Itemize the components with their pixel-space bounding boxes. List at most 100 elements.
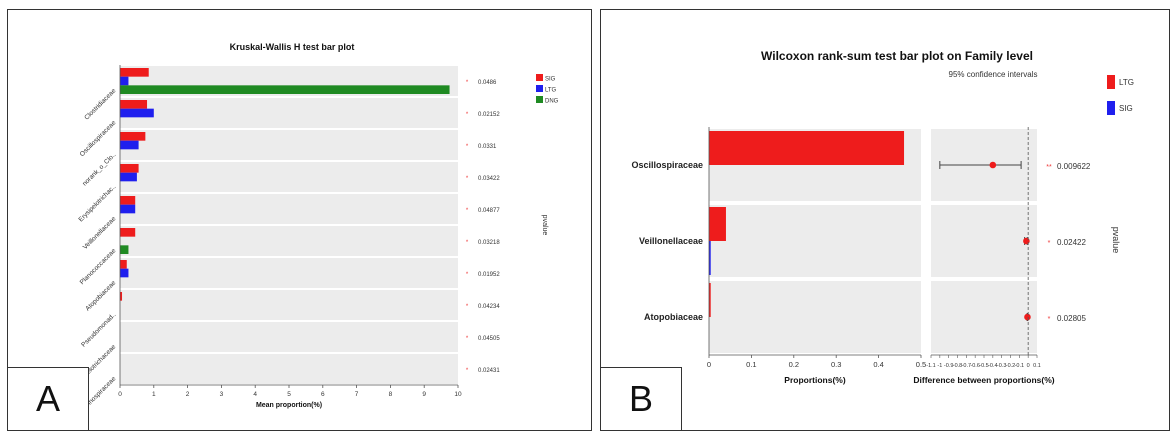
x-tick-label: 1 <box>152 391 156 398</box>
category-label: Atopobiaceae <box>644 312 703 322</box>
panel-a: Kruskal-Wallis H test bar plot Clostridia… <box>7 9 592 431</box>
ci-tick-label: -0.6 <box>970 363 979 369</box>
pvalue-axis-title: pvalue <box>1111 227 1121 254</box>
bar-sig <box>120 68 149 77</box>
category-band <box>120 258 458 288</box>
ci-tick-label: -0.7 <box>962 363 971 369</box>
bar-sig <box>120 228 136 237</box>
x-tick-label: 10 <box>454 391 462 398</box>
pvalue-label: 0.03422 <box>478 176 500 182</box>
legend-label: SIG <box>545 77 556 83</box>
kruskal-wallis-chart: Kruskal-Wallis H test bar plot Clostridia… <box>72 42 559 415</box>
pvalue-label: 0.04505 <box>478 336 500 342</box>
ci-tick-label: -0.2 <box>1006 363 1015 369</box>
ci-tick-label: -0.8 <box>953 363 962 369</box>
category-band <box>120 98 458 128</box>
ci-point <box>1024 313 1031 321</box>
pvalue-label: 0.04877 <box>478 208 500 214</box>
panel-b: Wilcoxon rank-sum test bar plot on Famil… <box>600 9 1170 431</box>
ci-tick-label: -1 <box>937 363 942 369</box>
legend-label: LTG <box>1119 78 1134 87</box>
pvalue-label: 0.0331 <box>478 144 497 150</box>
legend-label: SIG <box>1119 104 1133 113</box>
pvalue-label: 0.02805 <box>1057 314 1086 323</box>
x-axis-title: Mean proportion(%) <box>256 402 322 409</box>
legend-label: DNG <box>545 99 559 105</box>
category-label: norank_o_Clo.. <box>81 151 117 187</box>
significance-mark: * <box>466 336 469 342</box>
significance-mark: * <box>466 368 469 374</box>
bar-dng <box>120 245 129 254</box>
bar-ltg <box>120 172 137 182</box>
legend-label: LTG <box>545 88 557 94</box>
significance-mark: * <box>466 208 469 214</box>
pvalue-label: 0.02422 <box>1057 238 1086 247</box>
x-tick-label: 4 <box>253 391 257 398</box>
significance-mark: * <box>466 112 469 118</box>
category-band <box>709 281 921 353</box>
ci-tick-label: -0.1 <box>1015 363 1024 369</box>
significance-mark: * <box>466 272 469 278</box>
ci-point <box>1023 237 1030 245</box>
significance-mark: * <box>1048 240 1051 247</box>
significance-mark: * <box>466 240 469 246</box>
pvalue-label: 0.0486 <box>478 80 497 86</box>
ci-tick-label: 0 <box>1027 363 1030 369</box>
bar-sig <box>120 100 148 109</box>
ci-tick-label: -1.1 <box>926 363 935 369</box>
ci-point <box>989 161 997 169</box>
legend-swatch-dng <box>536 96 543 103</box>
category-band <box>120 290 458 320</box>
ci-tick-label: -0.9 <box>944 363 953 369</box>
category-band <box>120 162 458 192</box>
significance-mark: * <box>466 176 469 182</box>
x-tick-label: 0.2 <box>789 360 799 369</box>
pvalue-label: 0.009622 <box>1057 162 1091 171</box>
x-tick-label: 3 <box>220 391 224 398</box>
bar-ltg <box>120 268 129 278</box>
x-tick-label: 2 <box>186 391 190 398</box>
category-label: Veillonellaceae <box>639 236 703 246</box>
bar-sig <box>120 260 127 269</box>
ci-tick-label: 0.1 <box>1033 363 1041 369</box>
bar-ltg <box>709 207 726 241</box>
x-tick-label: 8 <box>389 391 393 398</box>
x-tick-label: 0.4 <box>873 360 883 369</box>
chart-title: Kruskal-Wallis H test bar plot <box>230 42 355 52</box>
category-band <box>120 130 458 160</box>
panel-letter-b: B <box>600 367 682 431</box>
bar-dng <box>120 85 450 94</box>
significance-mark: * <box>466 144 469 150</box>
category-band <box>120 194 458 224</box>
ci-band <box>931 281 1037 353</box>
significance-mark: ** <box>1046 164 1052 171</box>
bar-sig <box>120 196 136 205</box>
category-label: Oscillospiraceae <box>631 160 703 170</box>
legend-swatch-ltg <box>1107 75 1115 89</box>
x-tick-label: 0 <box>118 391 122 398</box>
legend-swatch-ltg <box>536 85 543 92</box>
legend-swatch-sig <box>1107 101 1115 115</box>
bar-sig <box>120 132 146 141</box>
x-tick-label: 9 <box>422 391 426 398</box>
pvalue-label: 0.04234 <box>478 304 500 310</box>
panel-letter-a: A <box>7 367 89 431</box>
bar-sig <box>120 164 139 173</box>
pvalue-label: 0.01952 <box>478 272 500 278</box>
bar-sig <box>120 292 123 301</box>
wilcoxon-chart: Wilcoxon rank-sum test bar plot on Famil… <box>631 49 1134 385</box>
ci-axis-title: Difference between proportions(%) <box>913 375 1054 385</box>
ci-tick-label: -0.4 <box>988 363 997 369</box>
legend-swatch-sig <box>536 74 543 81</box>
category-band <box>120 226 458 256</box>
bar-sig <box>709 241 711 275</box>
chart-subtitle: 95% confidence intervals <box>949 70 1038 79</box>
chart-title: Wilcoxon rank-sum test bar plot on Famil… <box>761 49 1033 63</box>
pvalue-label: 0.02152 <box>478 112 500 118</box>
ci-tick-label: -0.3 <box>997 363 1006 369</box>
bar-ltg <box>709 283 711 317</box>
category-label: Veillonellaceae <box>82 215 118 251</box>
x-axis-title: Proportions(%) <box>784 375 846 385</box>
x-tick-label: 0.1 <box>746 360 756 369</box>
x-tick-label: 5 <box>287 391 291 398</box>
